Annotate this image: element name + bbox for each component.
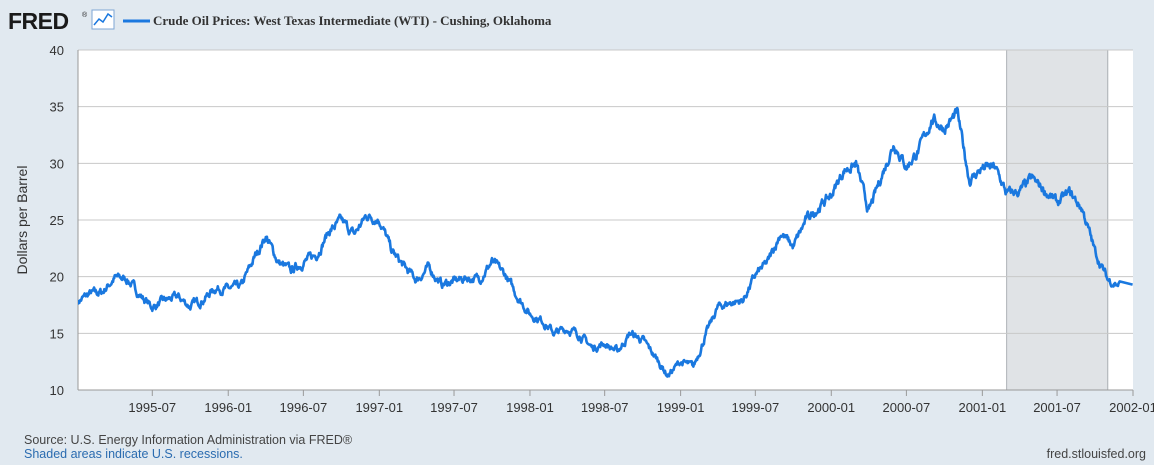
series-line [78,106,1133,378]
y-tick-label: 25 [50,213,64,228]
source-note: Source: U.S. Energy Information Administ… [24,433,353,447]
y-tick-label: 40 [50,43,64,58]
x-tick-label: 2000-07 [883,400,931,415]
y-tick-label: 20 [50,270,64,285]
x-tick-label: 2001-07 [1033,400,1081,415]
x-tick-label: 1996-07 [280,400,328,415]
chart-icon [91,9,115,30]
x-tick-label: 1997-01 [355,400,403,415]
x-tick-label: 2001-01 [958,400,1006,415]
fred-logo[interactable]: FRED ® [8,8,115,34]
x-tick-label: 1999-01 [657,400,705,415]
site-url[interactable]: fred.stlouisfed.org [1046,447,1146,461]
y-tick-label: 10 [50,383,64,398]
y-axis-label: Dollars per Barrel [14,166,30,275]
x-tick-label: 2002-01 [1109,400,1154,415]
x-tick-label: 1995-07 [128,400,176,415]
y-tick-label: 15 [50,326,64,341]
recession-note[interactable]: Shaded areas indicate U.S. recessions. [24,447,243,461]
x-tick-label: 1999-07 [731,400,779,415]
y-tick-label: 30 [50,156,64,171]
x-tick-label: 1998-01 [506,400,554,415]
chart-title: Crude Oil Prices: West Texas Intermediat… [153,13,552,28]
registered-mark: ® [82,11,88,19]
x-tick-label: 1998-07 [581,400,629,415]
x-tick-label: 1996-01 [204,400,252,415]
fred-logo-text: FRED [8,8,69,34]
x-tick-label: 2000-01 [807,400,855,415]
y-tick-label: 35 [50,100,64,115]
x-tick-label: 1997-07 [430,400,478,415]
